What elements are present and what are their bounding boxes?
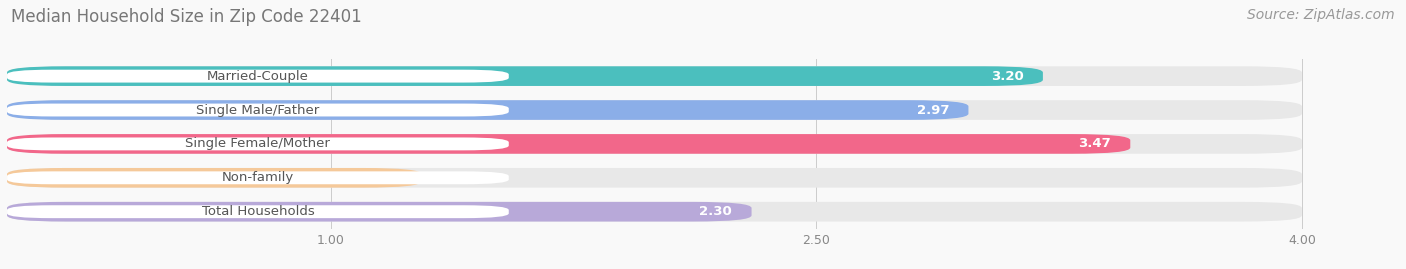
FancyBboxPatch shape: [7, 66, 1043, 86]
Text: 1.28: 1.28: [370, 171, 402, 184]
FancyBboxPatch shape: [7, 134, 1130, 154]
FancyBboxPatch shape: [7, 134, 1302, 154]
FancyBboxPatch shape: [7, 171, 509, 184]
Text: Married-Couple: Married-Couple: [207, 70, 309, 83]
FancyBboxPatch shape: [7, 202, 752, 222]
Text: Single Female/Mother: Single Female/Mother: [186, 137, 330, 150]
Text: Total Households: Total Households: [201, 205, 315, 218]
FancyBboxPatch shape: [7, 168, 1302, 188]
Text: 3.47: 3.47: [1078, 137, 1111, 150]
FancyBboxPatch shape: [7, 66, 1302, 86]
FancyBboxPatch shape: [7, 70, 509, 83]
FancyBboxPatch shape: [7, 168, 422, 188]
Text: Single Male/Father: Single Male/Father: [197, 104, 319, 116]
Text: Median Household Size in Zip Code 22401: Median Household Size in Zip Code 22401: [11, 8, 361, 26]
Text: 3.20: 3.20: [991, 70, 1024, 83]
Text: Non-family: Non-family: [222, 171, 294, 184]
Text: 2.30: 2.30: [699, 205, 733, 218]
Text: Source: ZipAtlas.com: Source: ZipAtlas.com: [1247, 8, 1395, 22]
FancyBboxPatch shape: [7, 202, 1302, 222]
FancyBboxPatch shape: [7, 104, 509, 116]
FancyBboxPatch shape: [7, 100, 1302, 120]
FancyBboxPatch shape: [7, 100, 969, 120]
Text: 2.97: 2.97: [917, 104, 949, 116]
FancyBboxPatch shape: [7, 137, 509, 150]
FancyBboxPatch shape: [7, 205, 509, 218]
